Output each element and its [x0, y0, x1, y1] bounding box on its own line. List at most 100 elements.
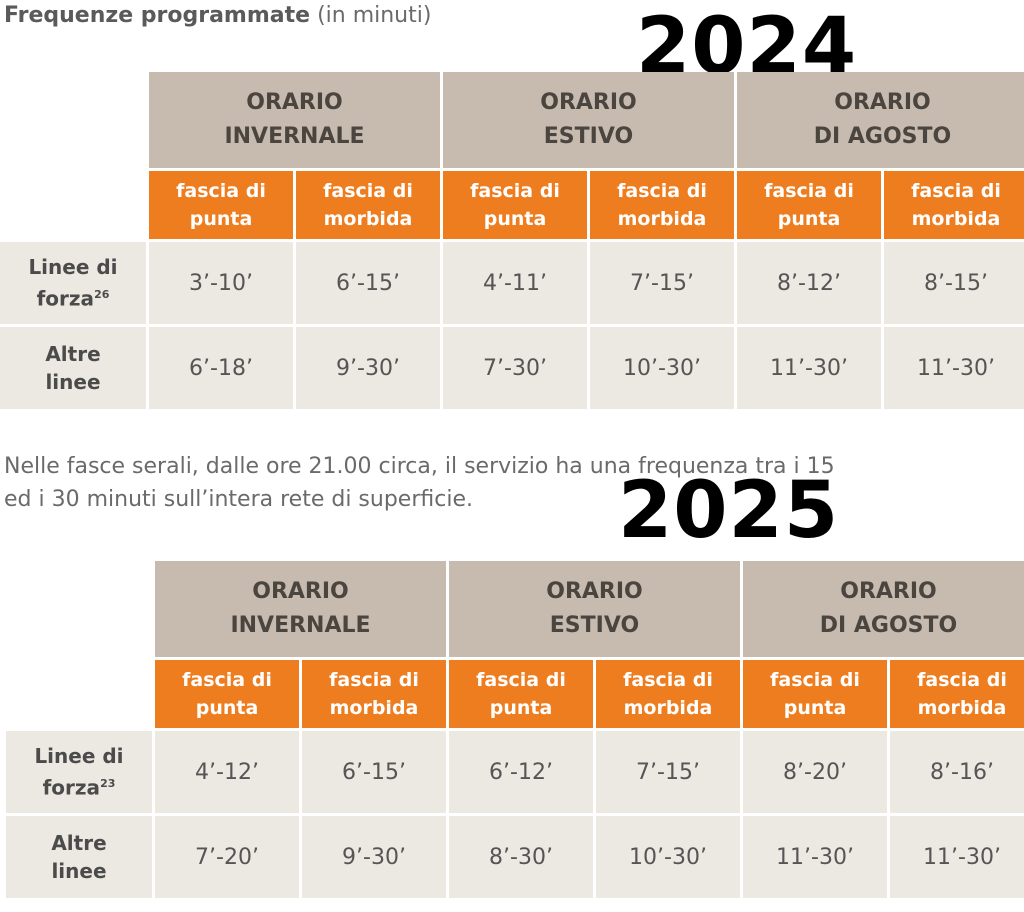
- table-grid: ORARIO INVERNALE ORARIO ESTIVO ORARIO DI AGOS…: [6, 561, 1024, 898]
- band-header-line-2: punta: [489, 697, 553, 719]
- season-header: ORARIO DI AGOSTO: [737, 72, 1024, 168]
- band-header-line-2: punta: [189, 208, 253, 230]
- band-header-line-1: fascia di: [176, 180, 266, 202]
- band-header-line-1: fascia di: [764, 180, 854, 202]
- page-title: Frequenze programmate (in minuti): [4, 3, 431, 28]
- table-cell: 11’-30’: [884, 327, 1024, 409]
- season-header-line-2: ESTIVO: [543, 124, 634, 149]
- row-label: Altre linee: [6, 816, 152, 898]
- band-header: fascia di punta: [449, 660, 593, 728]
- season-header: ORARIO DI AGOSTO: [743, 561, 1024, 657]
- season-header-line-2: INVERNALE: [224, 124, 365, 149]
- season-header: ORARIO INVERNALE: [149, 72, 440, 168]
- season-header-line-1: ORARIO: [840, 579, 937, 604]
- band-header-line-2: morbida: [911, 208, 1001, 230]
- band-header-line-2: punta: [483, 208, 547, 230]
- season-header-line-1: ORARIO: [540, 90, 637, 115]
- band-header-line-1: fascia di: [182, 669, 272, 691]
- year-label-bottom: 2025: [618, 466, 840, 556]
- table-cell: 8’-16’: [890, 731, 1024, 813]
- season-header: ORARIO ESTIVO: [449, 561, 740, 657]
- table-cell: 8’-30’: [449, 816, 593, 898]
- table-cell: 7’-15’: [596, 731, 740, 813]
- band-header-line-1: fascia di: [770, 669, 860, 691]
- corner-blank: [6, 561, 152, 657]
- table-cell: 11’-30’: [743, 816, 887, 898]
- table-cell: 7’-15’: [590, 242, 734, 324]
- season-header-line-2: DI AGOSTO: [813, 124, 952, 149]
- row-label-line-1: Altre: [45, 342, 101, 366]
- table-cell: 3’-10’: [149, 242, 293, 324]
- band-header-line-1: fascia di: [323, 180, 413, 202]
- table-cell: 6’-12’: [449, 731, 593, 813]
- band-header-line-2: morbida: [323, 208, 413, 230]
- band-header-line-1: fascia di: [476, 669, 566, 691]
- table-cell: 9’-30’: [296, 327, 440, 409]
- row-label-line-1: Linee di: [28, 255, 118, 280]
- band-header: fascia di morbida: [884, 171, 1024, 239]
- row-label: Altre linee: [0, 327, 146, 409]
- title-main: Frequenze programmate: [4, 3, 311, 28]
- row-label-line-2: linee: [51, 859, 107, 883]
- evening-note-line-2: ed i 30 minuti sull’intera rete di super…: [4, 487, 473, 512]
- table-cell: 8’-12’: [737, 242, 881, 324]
- season-header-line-1: ORARIO: [546, 579, 643, 604]
- band-header: fascia di morbida: [590, 171, 734, 239]
- season-header-line-2: DI AGOSTO: [819, 613, 958, 638]
- band-header: fascia di punta: [155, 660, 299, 728]
- row-label-line-2: forza23: [42, 775, 116, 800]
- table-cell: 10’-30’: [596, 816, 740, 898]
- band-header-line-1: fascia di: [470, 180, 560, 202]
- band-header-line-2: morbida: [623, 697, 713, 719]
- row-label-line-1: Linee di: [34, 744, 124, 769]
- season-header-line-1: ORARIO: [252, 579, 349, 604]
- band-header: fascia di morbida: [596, 660, 740, 728]
- table-cell: 10’-30’: [590, 327, 734, 409]
- season-header: ORARIO ESTIVO: [443, 72, 734, 168]
- table-cell: 6’-18’: [149, 327, 293, 409]
- table-cell: 8’-15’: [884, 242, 1024, 324]
- footnote-ref: 26: [94, 288, 110, 302]
- corner-blank: [6, 660, 152, 728]
- band-header-line-2: punta: [777, 208, 841, 230]
- corner-blank: [0, 72, 146, 168]
- table-cell: 6’-15’: [302, 731, 446, 813]
- season-header-line-1: ORARIO: [834, 90, 931, 115]
- band-header: fascia di morbida: [890, 660, 1024, 728]
- corner-blank: [0, 171, 146, 239]
- title-unit: (in minuti): [317, 3, 432, 28]
- row-label: Linee di forza26: [0, 242, 146, 324]
- band-header-line-2: punta: [783, 697, 847, 719]
- band-header-line-1: fascia di: [623, 669, 713, 691]
- season-header-line-2: ESTIVO: [549, 613, 640, 638]
- row-label-line-2: forza26: [36, 286, 110, 311]
- table-grid: ORARIO INVERNALE ORARIO ESTIVO ORARIO DI AGOS…: [0, 72, 1024, 409]
- table-cell: 7’-20’: [155, 816, 299, 898]
- table-cell: 8’-20’: [743, 731, 887, 813]
- band-header: fascia di punta: [149, 171, 293, 239]
- band-header-line-1: fascia di: [329, 669, 419, 691]
- band-header-line-2: morbida: [329, 697, 419, 719]
- footnote-ref: 23: [100, 777, 116, 791]
- band-header-line-2: morbida: [617, 208, 707, 230]
- season-header-line-2: INVERNALE: [230, 613, 371, 638]
- band-header-line-1: fascia di: [917, 669, 1007, 691]
- row-label-line-2: linee: [45, 370, 101, 394]
- table-cell: 9’-30’: [302, 816, 446, 898]
- table-cell: 7’-30’: [443, 327, 587, 409]
- band-header: fascia di punta: [743, 660, 887, 728]
- season-header-line-1: ORARIO: [246, 90, 343, 115]
- band-header: fascia di punta: [443, 171, 587, 239]
- band-header-line-2: morbida: [917, 697, 1007, 719]
- band-header-line-2: punta: [195, 697, 259, 719]
- band-header: fascia di morbida: [302, 660, 446, 728]
- table-cell: 6’-15’: [296, 242, 440, 324]
- table-cell: 4’-11’: [443, 242, 587, 324]
- evening-note-line-1: Nelle fasce serali, dalle ore 21.00 circ…: [4, 454, 835, 479]
- band-header-line-1: fascia di: [617, 180, 707, 202]
- band-header-line-1: fascia di: [911, 180, 1001, 202]
- evening-note: Nelle fasce serali, dalle ore 21.00 circ…: [4, 450, 835, 516]
- band-header: fascia di morbida: [296, 171, 440, 239]
- table-cell: 11’-30’: [737, 327, 881, 409]
- row-label-line-1: Altre: [51, 831, 107, 855]
